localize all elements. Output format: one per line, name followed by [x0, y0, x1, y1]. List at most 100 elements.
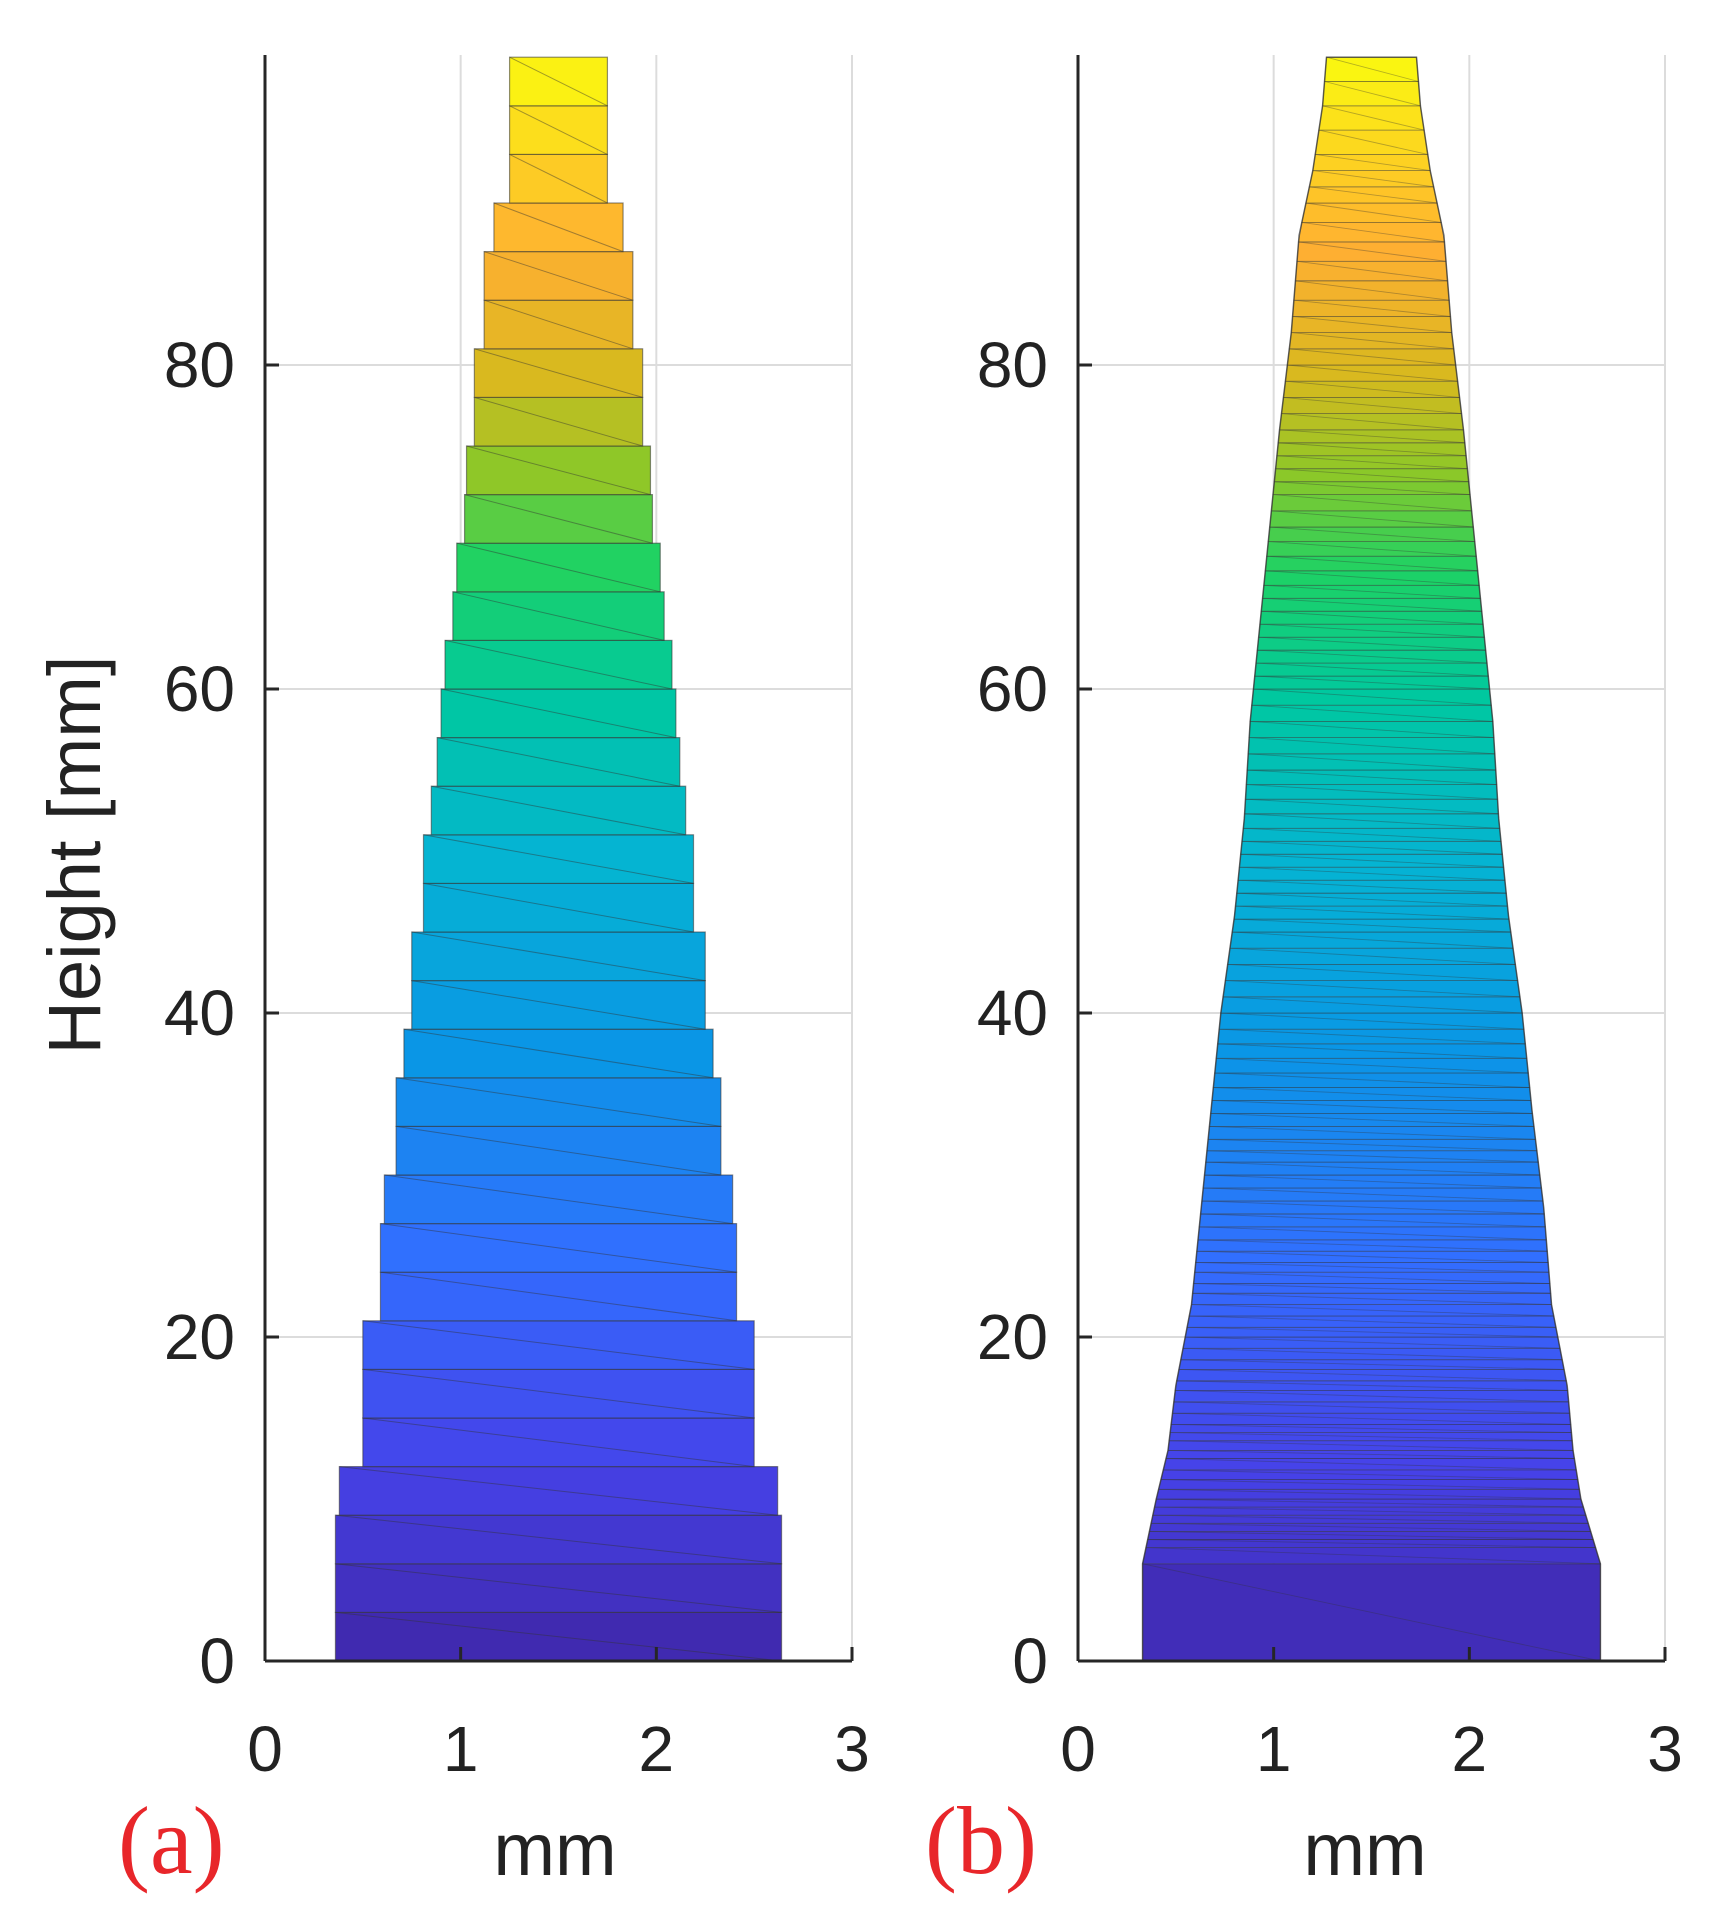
- panel-a-layer-diagonal: [452, 591, 665, 641]
- panel-b-layer-diagonal: [1149, 1530, 1594, 1540]
- panel-a-layer: [334, 1563, 783, 1614]
- panel-a-layer-diagonal: [466, 445, 651, 496]
- panel-a-layer-diagonal: [384, 1174, 733, 1225]
- panel-b-layer-diagonal: [1194, 1271, 1550, 1284]
- panel-b-layer-diagonal: [1256, 662, 1489, 677]
- panel-b-layer-diagonal: [1210, 1112, 1534, 1127]
- panel-a-layer-diagonal: [509, 105, 608, 155]
- panel-b-layer-diagonal: [1242, 840, 1503, 855]
- panel-a-layer-diagonal: [380, 1223, 737, 1273]
- panel-b-layer-diagonal: [1263, 584, 1481, 599]
- panel-b-layer-diagonal: [1154, 1506, 1586, 1516]
- panel-a-layer: [456, 542, 661, 593]
- panel-a-layer-diagonal: [380, 1271, 737, 1322]
- panel-a-layer: [403, 1028, 714, 1079]
- panel-b-layer-diagonal: [1315, 153, 1431, 172]
- panel-b-layer-diagonal: [1265, 570, 1480, 586]
- panel-b-x-tick-label: 3: [1647, 1713, 1683, 1785]
- panel-a-layer: [483, 299, 634, 350]
- panel-a-layer-diagonal: [396, 1077, 721, 1127]
- panel-b-layer-diagonal: [1152, 1514, 1589, 1524]
- panel-b-x-tick-label: 0: [1060, 1713, 1096, 1785]
- panel-b-layer-diagonal: [1216, 1057, 1529, 1074]
- panel-b-layer-diagonal: [1240, 853, 1504, 868]
- panel-b-layer-diagonal: [1227, 963, 1518, 982]
- panel-b-outline: [1141, 56, 1602, 1662]
- panel-b-layer-diagonal: [1169, 1440, 1574, 1451]
- panel-b-layer-diagonal: [1191, 1304, 1554, 1317]
- panel-b-layer-diagonal: [1258, 636, 1486, 651]
- panel-b-y-tick-label: 60: [977, 653, 1048, 725]
- panel-b-layer-diagonal: [1275, 468, 1469, 483]
- panel-b-layer-diagonal: [1238, 879, 1507, 894]
- panel-b-layer-diagonal: [1223, 996, 1523, 1014]
- panel-a-layer: [362, 1368, 755, 1419]
- panel-b-layer-diagonal: [1283, 396, 1462, 415]
- panel-a-layer-diagonal: [423, 834, 694, 884]
- panel-b-layer-diagonal: [1239, 866, 1505, 881]
- panel-a-layer: [395, 1077, 722, 1128]
- panel-b-layer-diagonal: [1243, 827, 1501, 842]
- panel-b-layer-diagonal: [1271, 510, 1474, 528]
- panel-b-layer-diagonal: [1156, 1498, 1584, 1508]
- panel-b-layer-diagonal: [1291, 332, 1454, 350]
- panel-b-layer-diagonal: [1296, 260, 1448, 282]
- panel-b-layer-diagonal: [1268, 541, 1477, 557]
- y-axis-label: Height [mm]: [33, 656, 116, 1055]
- panel-b-layer-diagonal: [1312, 170, 1434, 188]
- panel-b-layer-diagonal: [1195, 1262, 1549, 1273]
- panel-b-layer-diagonal: [1257, 649, 1487, 664]
- panel-b-layer-diagonal: [1172, 1412, 1571, 1425]
- panel-a-layer-diagonal: [396, 1125, 721, 1176]
- panel-b-y-tick-label: 40: [977, 977, 1048, 1049]
- panel-a-layer: [444, 639, 673, 690]
- panel-b-layer-diagonal: [1285, 380, 1460, 398]
- panel-a-tag: (a): [118, 1787, 225, 1894]
- panel-a-y-tick-label: 0: [199, 1625, 235, 1697]
- panel-a-layer: [362, 1417, 755, 1468]
- panel-b-layer-diagonal: [1214, 1072, 1530, 1088]
- panel-b-layer-diagonal: [1166, 1458, 1577, 1471]
- panel-b-layer-diagonal: [1209, 1125, 1536, 1140]
- panel-a-layer: [508, 105, 609, 156]
- panel-b-layer-diagonal: [1208, 1138, 1537, 1152]
- panel-a-x-tick-label: 2: [639, 1713, 675, 1785]
- panel-b-layer-diagonal: [1151, 1522, 1591, 1532]
- panel-a-layer: [411, 931, 706, 982]
- panel-a-layer-diagonal: [431, 785, 686, 836]
- panel-a-layer-diagonal: [509, 153, 608, 204]
- panel-b-layer-diagonal: [1278, 442, 1467, 457]
- panel-b-layer-diagonal: [1247, 769, 1497, 786]
- panel-b-layer-diagonal: [1322, 105, 1425, 131]
- panel-b-layer-diagonal: [1234, 918, 1511, 933]
- panel-b-layer-diagonal: [1178, 1368, 1567, 1382]
- panel-b-layer-diagonal: [1204, 1174, 1542, 1189]
- panel-a-layer: [422, 882, 695, 933]
- panel-b-layer-diagonal: [1274, 481, 1471, 496]
- panel-b-layer-diagonal: [1301, 221, 1445, 243]
- panel-b-layer-diagonal: [1189, 1315, 1556, 1328]
- panel-a-layer-diagonal: [474, 396, 643, 447]
- panel-b-layer-diagonal: [1249, 737, 1495, 755]
- panel-a-x-tick-label: 3: [834, 1713, 870, 1785]
- panel-b-layer-diagonal: [1292, 315, 1452, 334]
- panel-b-layer-diagonal: [1295, 280, 1450, 301]
- panel-b-layer-diagonal: [1298, 241, 1447, 262]
- panel-b-layer-diagonal: [1266, 555, 1478, 572]
- panel-a-layer-diagonal: [474, 348, 643, 398]
- panel-a-y-tick-label: 80: [164, 329, 235, 401]
- panel-a-layer-diagonal: [493, 202, 624, 253]
- panel-b-layer-diagonal: [1220, 1012, 1524, 1030]
- panel-b-layer-diagonal: [1160, 1479, 1580, 1490]
- panel-b-layer-diagonal: [1200, 1213, 1546, 1228]
- panel-b-layer-diagonal: [1250, 720, 1494, 739]
- panel-a-layer: [463, 494, 654, 544]
- panel-a-layer-diagonal: [362, 1417, 755, 1468]
- panel-b-layer-diagonal: [1197, 1239, 1548, 1252]
- panel-b-layer-diagonal: [1193, 1283, 1551, 1294]
- panel-b-layer-diagonal: [1225, 980, 1520, 998]
- panel-b-layers: [1142, 56, 1602, 1662]
- panel-a-layer-diagonal: [411, 931, 706, 982]
- panel-a-layer-diagonal: [464, 494, 653, 544]
- panel-b-layer-diagonal: [1158, 1488, 1581, 1500]
